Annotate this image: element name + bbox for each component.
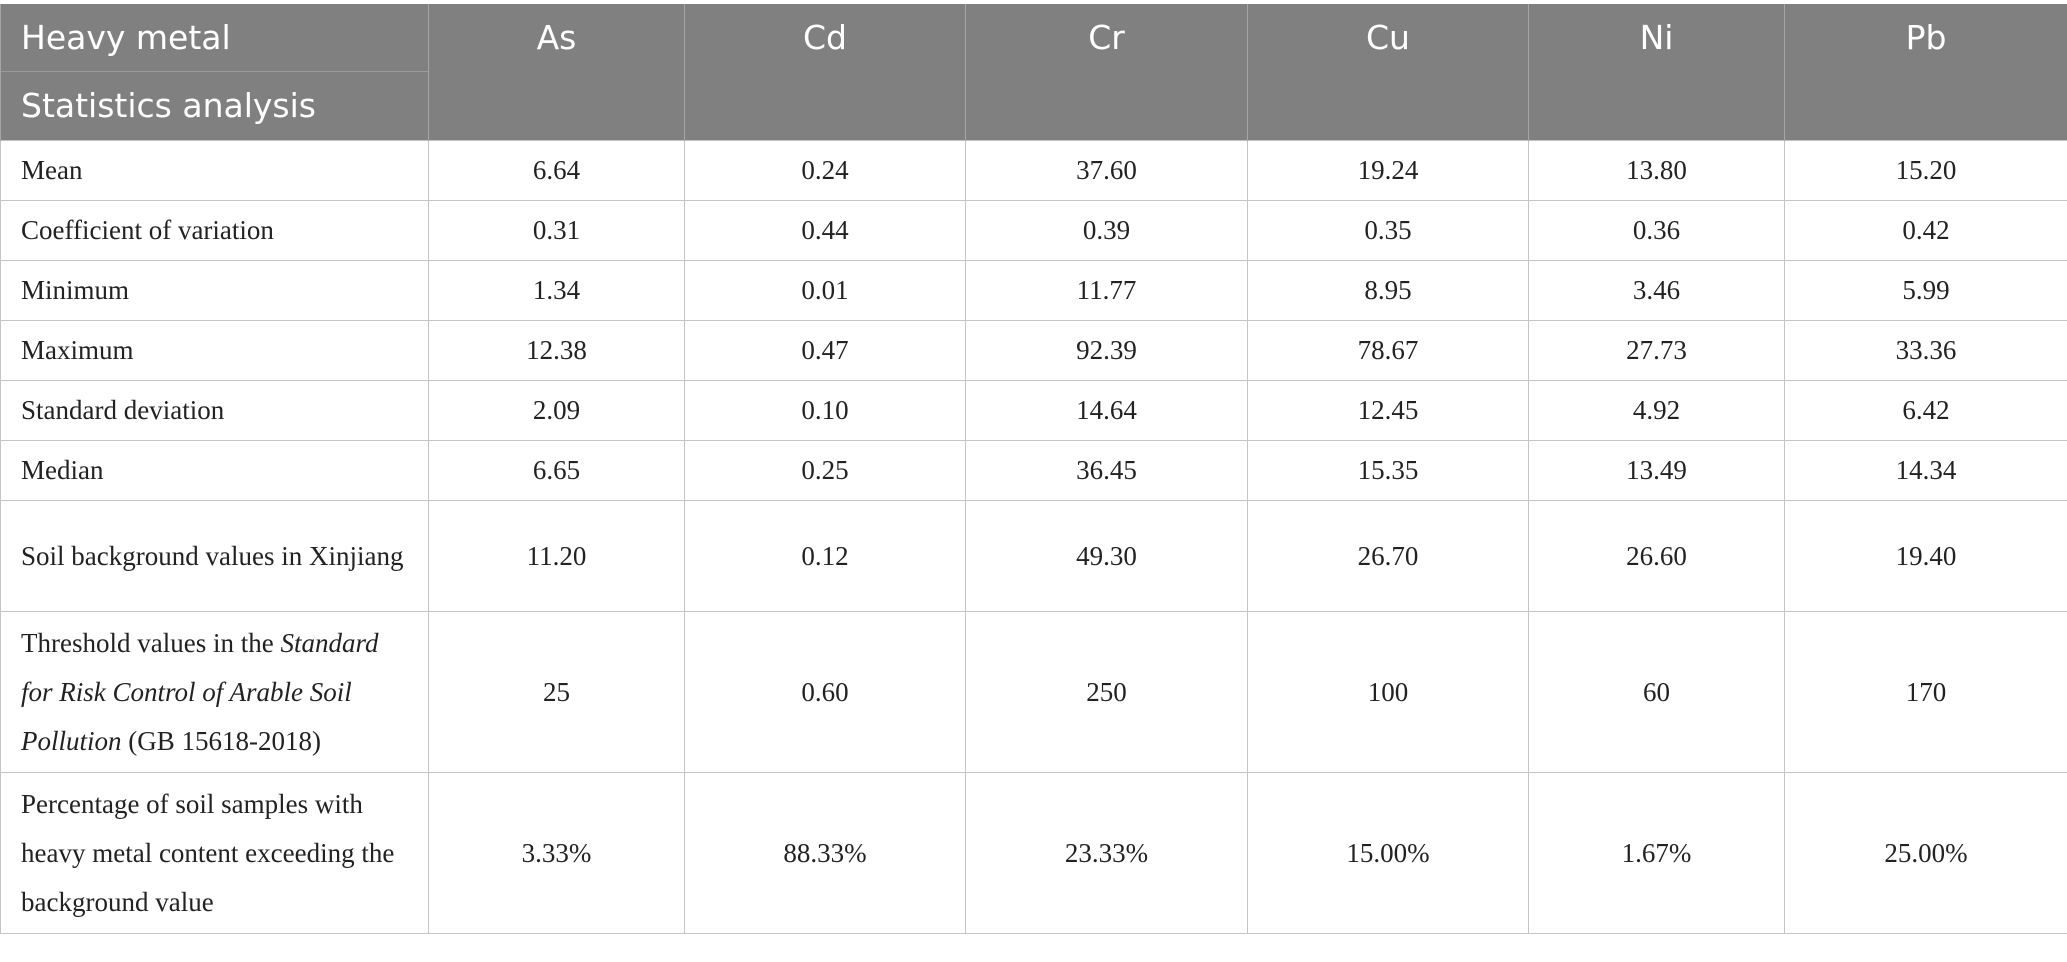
cell-threshold-cu: 100 bbox=[1247, 611, 1529, 773]
cell-pct-ni: 1.67% bbox=[1528, 772, 1785, 934]
cell-cv-ni: 0.36 bbox=[1528, 200, 1785, 261]
cell-max-pb: 33.36 bbox=[1784, 320, 2067, 381]
cell-bg-cu: 26.70 bbox=[1247, 500, 1529, 612]
cell-median-ni: 13.49 bbox=[1528, 440, 1785, 501]
cell-threshold-as: 25 bbox=[428, 611, 685, 773]
cell-mean-cr: 37.60 bbox=[965, 140, 1248, 201]
row-label-maximum: Maximum bbox=[0, 320, 429, 381]
column-header-pb: Pb bbox=[1784, 4, 2067, 141]
table-row-mean: Mean 6.64 0.24 37.60 19.24 13.80 15.20 bbox=[0, 140, 2067, 201]
cell-median-cd: 0.25 bbox=[684, 440, 966, 501]
cell-pct-cd: 88.33% bbox=[684, 772, 966, 934]
cell-pct-cr: 23.33% bbox=[965, 772, 1248, 934]
cell-threshold-cd: 0.60 bbox=[684, 611, 966, 773]
column-header-ni: Ni bbox=[1528, 4, 1785, 141]
row-label-standard-deviation: Standard deviation bbox=[0, 380, 429, 441]
table-row-coefficient-of-variation: Coefficient of variation 0.31 0.44 0.39 … bbox=[0, 200, 2067, 261]
cell-max-as: 12.38 bbox=[428, 320, 685, 381]
cell-pct-as: 3.33% bbox=[428, 772, 685, 934]
cell-mean-cu: 19.24 bbox=[1247, 140, 1529, 201]
cell-bg-cd: 0.12 bbox=[684, 500, 966, 612]
table-row-median: Median 6.65 0.25 36.45 15.35 13.49 14.34 bbox=[0, 440, 2067, 501]
cell-min-ni: 3.46 bbox=[1528, 260, 1785, 321]
cell-threshold-pb: 170 bbox=[1784, 611, 2067, 773]
threshold-label-suffix: (GB 15618-2018) bbox=[121, 725, 321, 756]
table-row-standard-deviation: Standard deviation 2.09 0.10 14.64 12.45… bbox=[0, 380, 2067, 441]
cell-threshold-ni: 60 bbox=[1528, 611, 1785, 773]
table-row-maximum: Maximum 12.38 0.47 92.39 78.67 27.73 33.… bbox=[0, 320, 2067, 381]
cell-cv-cd: 0.44 bbox=[684, 200, 966, 261]
threshold-standard-title: Standard for Risk Control of Arable Soil… bbox=[21, 627, 379, 756]
column-header-cr: Cr bbox=[965, 4, 1248, 141]
cell-sd-cr: 14.64 bbox=[965, 380, 1248, 441]
cell-median-cr: 36.45 bbox=[965, 440, 1248, 501]
cell-median-pb: 14.34 bbox=[1784, 440, 2067, 501]
table-row-minimum: Minimum 1.34 0.01 11.77 8.95 3.46 5.99 bbox=[0, 260, 2067, 321]
cell-mean-pb: 15.20 bbox=[1784, 140, 2067, 201]
header-row: Heavy metal Statistics analysis As Cd Cr… bbox=[0, 4, 2067, 141]
cell-min-pb: 5.99 bbox=[1784, 260, 2067, 321]
cell-pct-cu: 15.00% bbox=[1247, 772, 1529, 934]
row-label-exceeding-percentage: Percentage of soil samples with heavy me… bbox=[0, 772, 429, 934]
cell-bg-cr: 49.30 bbox=[965, 500, 1248, 612]
heavy-metal-statistics-table: Heavy metal Statistics analysis As Cd Cr… bbox=[0, 4, 2067, 934]
cell-median-cu: 15.35 bbox=[1247, 440, 1529, 501]
cell-threshold-cr: 250 bbox=[965, 611, 1248, 773]
table-row-exceeding-percentage: Percentage of soil samples with heavy me… bbox=[0, 772, 2067, 934]
row-label-median: Median bbox=[0, 440, 429, 501]
row-label-soil-background: Soil background values in Xinjiang bbox=[0, 500, 429, 612]
cell-max-cr: 92.39 bbox=[965, 320, 1248, 381]
cell-sd-pb: 6.42 bbox=[1784, 380, 2067, 441]
cell-sd-cd: 0.10 bbox=[684, 380, 966, 441]
cell-bg-pb: 19.40 bbox=[1784, 500, 2067, 612]
cell-cv-as: 0.31 bbox=[428, 200, 685, 261]
cell-cv-cr: 0.39 bbox=[965, 200, 1248, 261]
cell-sd-cu: 12.45 bbox=[1247, 380, 1529, 441]
threshold-label-prefix: Threshold values in the bbox=[21, 627, 281, 658]
cell-bg-as: 11.20 bbox=[428, 500, 685, 612]
row-label-coefficient-of-variation: Coefficient of variation bbox=[0, 200, 429, 261]
cell-mean-cd: 0.24 bbox=[684, 140, 966, 201]
table-body: Mean 6.64 0.24 37.60 19.24 13.80 15.20 C… bbox=[0, 140, 2067, 934]
column-header-cd: Cd bbox=[684, 4, 966, 141]
row-label-minimum: Minimum bbox=[0, 260, 429, 321]
cell-cv-cu: 0.35 bbox=[1247, 200, 1529, 261]
table-row-threshold: Threshold values in the Standard for Ris… bbox=[0, 611, 2067, 773]
cell-min-cd: 0.01 bbox=[684, 260, 966, 321]
cell-min-cr: 11.77 bbox=[965, 260, 1248, 321]
cell-min-cu: 8.95 bbox=[1247, 260, 1529, 321]
cell-mean-ni: 13.80 bbox=[1528, 140, 1785, 201]
cell-max-cu: 78.67 bbox=[1247, 320, 1529, 381]
statistics-analysis-header-label: Statistics analysis bbox=[21, 86, 316, 125]
table-row-soil-background: Soil background values in Xinjiang 11.20… bbox=[0, 500, 2067, 612]
cell-max-ni: 27.73 bbox=[1528, 320, 1785, 381]
corner-header-cell: Heavy metal Statistics analysis bbox=[0, 4, 429, 141]
cell-min-as: 1.34 bbox=[428, 260, 685, 321]
row-label-threshold: Threshold values in the Standard for Ris… bbox=[0, 611, 429, 773]
cell-sd-ni: 4.92 bbox=[1528, 380, 1785, 441]
cell-bg-ni: 26.60 bbox=[1528, 500, 1785, 612]
row-label-mean: Mean bbox=[0, 140, 429, 201]
column-header-as: As bbox=[428, 4, 685, 141]
cell-mean-as: 6.64 bbox=[428, 140, 685, 201]
cell-sd-as: 2.09 bbox=[428, 380, 685, 441]
cell-pct-pb: 25.00% bbox=[1784, 772, 2067, 934]
cell-max-cd: 0.47 bbox=[684, 320, 966, 381]
cell-cv-pb: 0.42 bbox=[1784, 200, 2067, 261]
column-header-cu: Cu bbox=[1247, 4, 1529, 141]
table-header: Heavy metal Statistics analysis As Cd Cr… bbox=[0, 4, 2067, 141]
cell-median-as: 6.65 bbox=[428, 440, 685, 501]
heavy-metal-header-label: Heavy metal bbox=[1, 4, 428, 72]
